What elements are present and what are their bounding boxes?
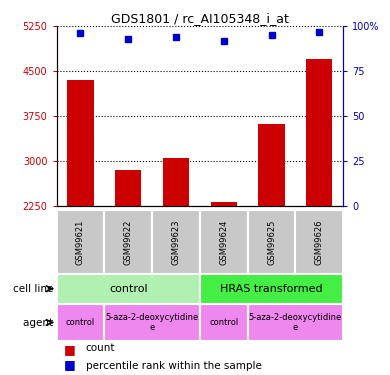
Bar bbox=[104, 210, 152, 274]
Text: GSM99623: GSM99623 bbox=[172, 219, 181, 265]
Text: percentile rank within the sample: percentile rank within the sample bbox=[86, 361, 262, 371]
Bar bbox=[295, 210, 343, 274]
Text: control: control bbox=[66, 318, 95, 327]
Bar bbox=[57, 274, 200, 304]
Bar bbox=[152, 210, 200, 274]
Bar bbox=[163, 158, 189, 206]
Text: GSM99624: GSM99624 bbox=[219, 219, 228, 265]
Text: ■: ■ bbox=[64, 343, 80, 356]
Bar bbox=[200, 274, 343, 304]
Bar bbox=[67, 80, 94, 206]
Text: GSM99626: GSM99626 bbox=[315, 219, 324, 265]
Text: 5-aza-2-deoxycytidine
e: 5-aza-2-deoxycytidine e bbox=[105, 313, 199, 332]
Text: cell line: cell line bbox=[13, 284, 57, 294]
Text: GSM99625: GSM99625 bbox=[267, 219, 276, 265]
Bar bbox=[248, 304, 343, 341]
Bar bbox=[248, 210, 295, 274]
Text: agent: agent bbox=[23, 318, 57, 327]
Text: HRAS transformed: HRAS transformed bbox=[220, 284, 323, 294]
Text: control: control bbox=[209, 318, 238, 327]
Bar bbox=[115, 170, 141, 206]
Bar bbox=[306, 59, 332, 206]
Bar bbox=[104, 304, 200, 341]
Text: count: count bbox=[86, 343, 115, 353]
Bar bbox=[200, 304, 248, 341]
Text: 5-aza-2-deoxycytidine
e: 5-aza-2-deoxycytidine e bbox=[249, 313, 342, 332]
Text: GSM99621: GSM99621 bbox=[76, 219, 85, 265]
Bar bbox=[57, 210, 104, 274]
Text: GSM99622: GSM99622 bbox=[124, 219, 133, 265]
Bar bbox=[259, 124, 285, 206]
Text: control: control bbox=[109, 284, 147, 294]
Text: ■: ■ bbox=[64, 358, 80, 371]
Bar bbox=[57, 304, 104, 341]
Bar bbox=[211, 202, 237, 206]
Bar bbox=[200, 210, 248, 274]
Title: GDS1801 / rc_AI105348_i_at: GDS1801 / rc_AI105348_i_at bbox=[111, 12, 289, 25]
